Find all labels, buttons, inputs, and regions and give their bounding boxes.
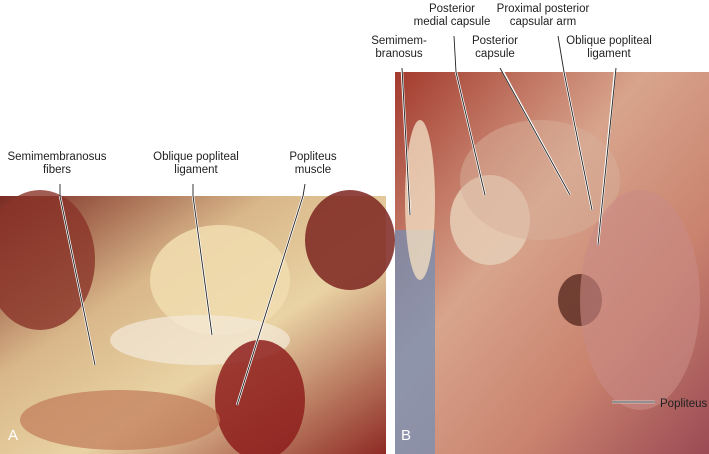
- annotation-label: ligament: [174, 164, 218, 176]
- annotation-label: Oblique popliteal: [566, 35, 652, 47]
- annotation-label: muscle: [295, 164, 331, 176]
- annotation-label: Posterior: [429, 3, 475, 15]
- annotation-label: Popliteus: [660, 398, 708, 410]
- annotation-label: Proximal posterior: [497, 3, 590, 15]
- annotation-label: branosus: [375, 48, 423, 60]
- annotation-label: Semimembranosus: [7, 151, 106, 163]
- annotation-label: Oblique popliteal: [153, 151, 239, 163]
- photo-b: [395, 72, 709, 454]
- leader-lines: [58, 35, 655, 406]
- annotation-label: capsular arm: [510, 16, 576, 28]
- annotation-label: capsule: [475, 48, 515, 60]
- annotation-label: ligament: [587, 48, 631, 60]
- annotation-label: medial capsule: [414, 16, 491, 28]
- annotation-label: Posterior: [472, 35, 518, 47]
- photo-a: [0, 190, 395, 454]
- panel-letter: B: [401, 427, 411, 444]
- annotation-label: fibers: [43, 164, 71, 176]
- panel-letter: A: [8, 427, 18, 444]
- annotation-label: Semimem-: [371, 35, 427, 47]
- annotation-label: Popliteus: [289, 151, 337, 163]
